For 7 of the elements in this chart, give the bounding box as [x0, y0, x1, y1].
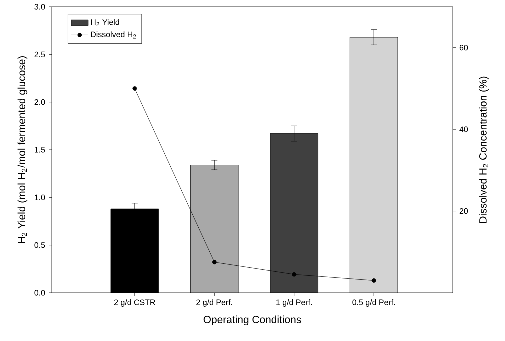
point	[292, 272, 297, 277]
point	[212, 260, 217, 265]
point	[132, 86, 138, 91]
y-axis-title: H$_{2}$ Yield (mol H$_{2}$/mol fermented glucose)	[18, 56, 28, 244]
x-axis-title: Operating Conditions	[204, 316, 302, 326]
y2-axis-title: Dissolved H$_{2}$ Concentration (%)	[479, 76, 489, 223]
point	[372, 278, 376, 283]
